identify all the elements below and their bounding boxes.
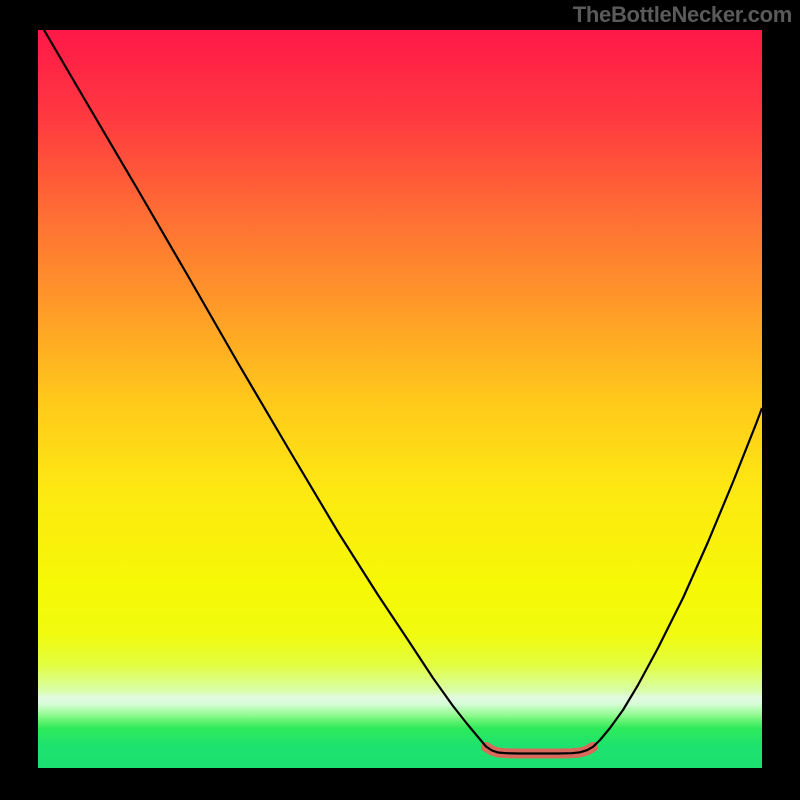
attribution-label: TheBottleNecker.com (573, 2, 792, 28)
curve-layer (38, 30, 762, 768)
bottleneck-curve (44, 30, 762, 754)
plot-area (38, 30, 762, 768)
chart-container: TheBottleNecker.com (0, 0, 800, 800)
